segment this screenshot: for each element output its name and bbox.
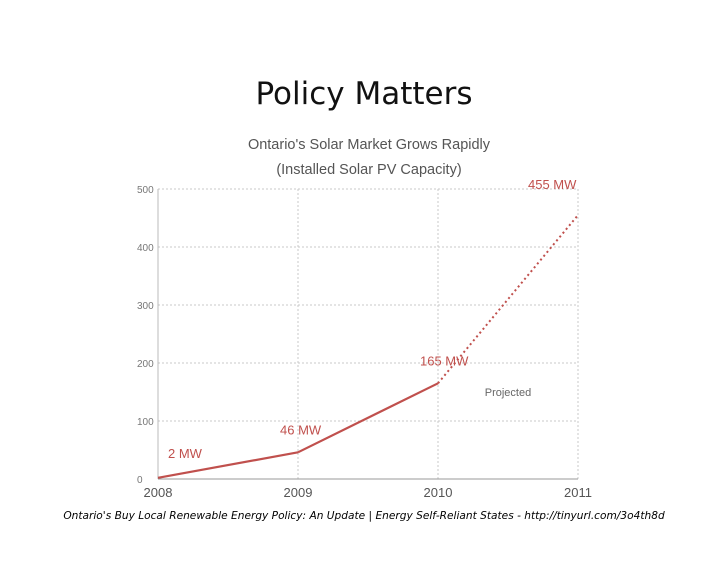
data-labels: 2 MW 46 MW 165 MW 455 MW Projected <box>168 177 577 461</box>
chart-title: Ontario's Solar Market Grows Rapidly <box>248 137 491 153</box>
x-tick-label: 2008 <box>144 485 173 500</box>
projected-segment <box>437 214 579 384</box>
chart-subtitle: (Installed Solar PV Capacity) <box>276 162 461 178</box>
x-tick-label: 2011 <box>564 485 592 500</box>
data-label-2009: 46 MW <box>280 422 322 437</box>
slide-title: Policy Matters <box>255 76 473 112</box>
y-tick-label: 100 <box>137 417 154 428</box>
series-line <box>157 214 579 479</box>
y-tick-label: 300 <box>137 301 154 312</box>
projected-annotation: Projected <box>485 387 531 399</box>
y-tick-label: 200 <box>137 359 154 370</box>
y-tick-label: 500 <box>137 185 154 196</box>
axes: 0 100 200 300 400 500 2008 2009 2010 2011 <box>137 185 592 500</box>
data-label-2008: 2 MW <box>168 446 203 461</box>
data-label-2010: 165 MW <box>420 353 469 368</box>
y-tick-label: 400 <box>137 243 154 254</box>
x-tick-label: 2009 <box>284 485 313 500</box>
y-tick-label: 0 <box>137 475 143 486</box>
grid-lines <box>158 188 579 479</box>
actual-segment <box>157 451 299 479</box>
source-footer: Ontario's Buy Local Renewable Energy Pol… <box>63 510 665 522</box>
x-tick-label: 2010 <box>424 485 453 500</box>
data-label-2011: 455 MW <box>528 177 577 192</box>
actual-segment <box>297 382 439 454</box>
